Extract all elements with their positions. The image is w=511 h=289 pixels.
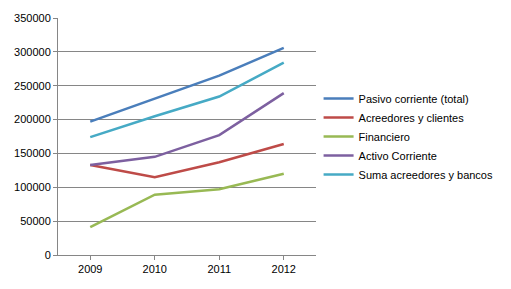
svg-text:50000: 50000	[20, 215, 51, 227]
svg-text:2011: 2011	[207, 263, 231, 275]
svg-text:2009: 2009	[78, 263, 102, 275]
svg-text:2012: 2012	[272, 263, 296, 275]
svg-text:300000: 300000	[14, 46, 51, 58]
svg-text:2010: 2010	[143, 263, 167, 275]
svg-text:Pasivo corriente (total): Pasivo corriente (total)	[359, 93, 469, 105]
svg-text:Activo Corriente: Activo Corriente	[359, 150, 437, 162]
svg-text:100000: 100000	[14, 181, 51, 193]
svg-text:350000: 350000	[14, 12, 51, 24]
svg-text:200000: 200000	[14, 113, 51, 125]
svg-text:Suma acreedores y bancos: Suma acreedores y bancos	[359, 169, 493, 181]
svg-text:150000: 150000	[14, 147, 51, 159]
svg-text:Financiero: Financiero	[359, 131, 410, 143]
svg-text:0: 0	[45, 249, 51, 261]
svg-text:250000: 250000	[14, 80, 51, 92]
svg-text:Acreedores y clientes: Acreedores y clientes	[359, 112, 465, 124]
